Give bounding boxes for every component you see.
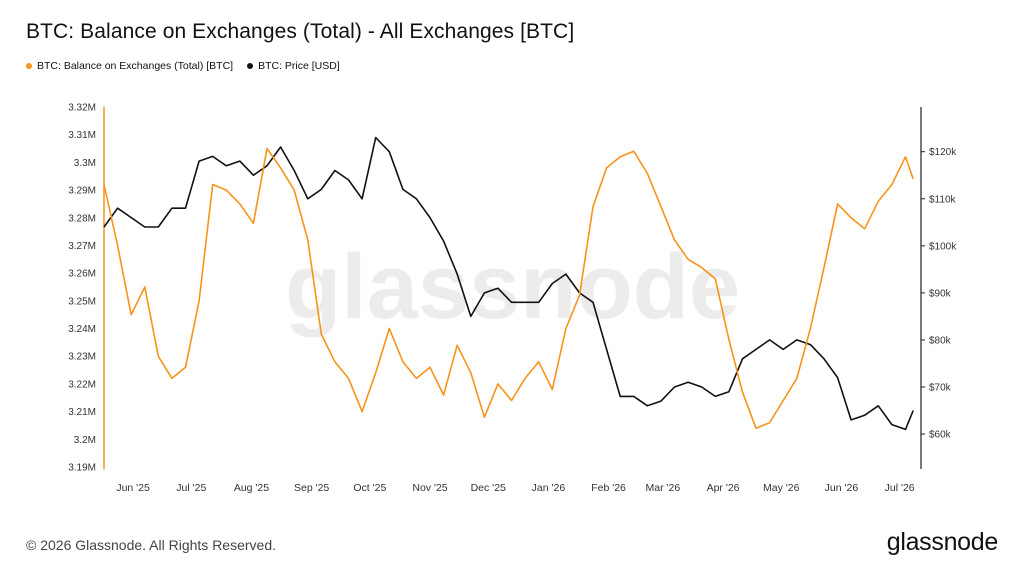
- x-tick-label: Jul '25: [176, 482, 206, 494]
- y-right-tick-label: $100k: [929, 241, 957, 252]
- x-tick-label: Feb '26: [591, 482, 626, 494]
- copyright-text: © 2026 Glassnode. All Rights Reserved.: [26, 537, 277, 553]
- chart-title: BTC: Balance on Exchanges (Total) - All …: [26, 20, 575, 43]
- x-tick-label: Nov '25: [412, 482, 447, 494]
- y-left-tick-label: 3.29M: [68, 186, 96, 197]
- y-right-tick-label: $70k: [929, 383, 952, 394]
- y-left-tick-label: 3.3M: [74, 158, 96, 169]
- x-tick-label: Sep '25: [294, 482, 329, 494]
- x-tick-label: Dec '25: [471, 482, 506, 494]
- balance-line: [103, 147, 914, 429]
- x-tick-label: Mar '26: [646, 482, 681, 494]
- x-tick-label: Jun '25: [116, 482, 150, 494]
- legend-price-label: BTC: Price [USD]: [258, 60, 340, 72]
- glassnode-logo: glassnode: [886, 528, 999, 556]
- y-left-tick-label: 3.19M: [68, 463, 96, 474]
- x-tick-label: Jul '26: [885, 482, 915, 494]
- y-left-tick-label: 3.25M: [68, 296, 96, 307]
- y-right-tick-label: $90k: [929, 288, 952, 299]
- legend-price-swatch: [247, 63, 254, 69]
- y-right-tick-label: $110k: [929, 194, 957, 205]
- y-left-tick-label: 3.2M: [74, 435, 96, 446]
- y-left-tick-label: 3.26M: [68, 269, 96, 280]
- y-left-tick-label: 3.31M: [68, 130, 96, 141]
- y-left-tick-label: 3.27M: [68, 241, 96, 252]
- y-left-tick-label: 3.24M: [68, 324, 96, 335]
- watermark: glassnode: [285, 236, 740, 338]
- y-right-tick-label: $120k: [929, 147, 957, 158]
- x-tick-label: Jun '26: [825, 482, 859, 494]
- legend-item-balance[interactable]: BTC: Balance on Exchanges (Total) [BTC]: [26, 60, 233, 72]
- y-left-tick-label: 3.28M: [68, 213, 96, 224]
- x-tick-label: Apr '26: [707, 482, 740, 494]
- price-line: [103, 136, 914, 431]
- x-tick-label: May '26: [763, 482, 800, 494]
- y-left-tick-label: 3.21M: [68, 407, 96, 418]
- y-left-tick-label: 3.23M: [68, 352, 96, 363]
- legend: BTC: Balance on Exchanges (Total) [BTC] …: [26, 60, 340, 72]
- y-right-tick-label: $80k: [929, 335, 952, 346]
- x-tick-label: Jan '26: [532, 482, 566, 494]
- x-tick-label: Oct '25: [353, 482, 386, 494]
- y-right-tick-label: $60k: [929, 430, 952, 441]
- legend-balance-swatch: [26, 63, 32, 69]
- y-left-tick-label: 3.32M: [68, 103, 96, 114]
- y-left-tick-label: 3.22M: [68, 379, 96, 390]
- legend-item-price[interactable]: BTC: Price [USD]: [247, 60, 340, 72]
- x-tick-label: Aug '25: [234, 482, 269, 494]
- legend-balance-label: BTC: Balance on Exchanges (Total) [BTC]: [37, 60, 234, 72]
